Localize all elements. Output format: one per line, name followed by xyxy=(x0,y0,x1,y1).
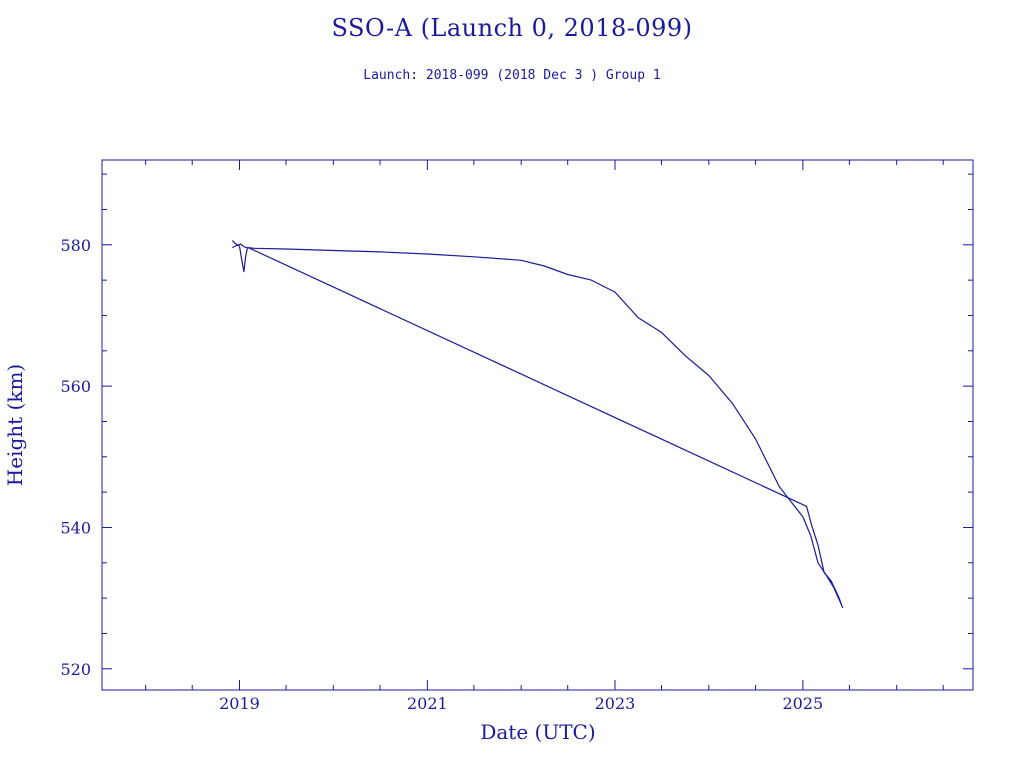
y-tick-label: 580 xyxy=(60,236,91,255)
x-tick-label: 2021 xyxy=(407,694,448,713)
x-tick-labels: 2019 2021 2023 2025 xyxy=(219,694,823,713)
y-tick-label: 520 xyxy=(60,660,91,679)
chart-title: SSO-A (Launch 0, 2018-099) xyxy=(331,14,693,42)
x-tick-label: 2019 xyxy=(219,694,260,713)
x-axis-label: Date (UTC) xyxy=(480,720,595,744)
y-tick-label: 540 xyxy=(60,518,91,537)
plot-frame xyxy=(101,159,974,691)
y-tick-labels: 520 540 560 580 xyxy=(60,236,91,679)
series-lines xyxy=(231,240,844,609)
series-line xyxy=(231,240,843,606)
y-axis-label: Height (km) xyxy=(3,364,27,486)
series-line xyxy=(232,243,844,609)
y-tick-label: 560 xyxy=(60,377,91,396)
x-tick-label: 2023 xyxy=(595,694,636,713)
x-tick-label: 2025 xyxy=(783,694,824,713)
chart-subtitle: Launch: 2018-099 (2018 Dec 3 ) Group 1 xyxy=(363,68,661,83)
axis-ticks xyxy=(102,160,973,690)
